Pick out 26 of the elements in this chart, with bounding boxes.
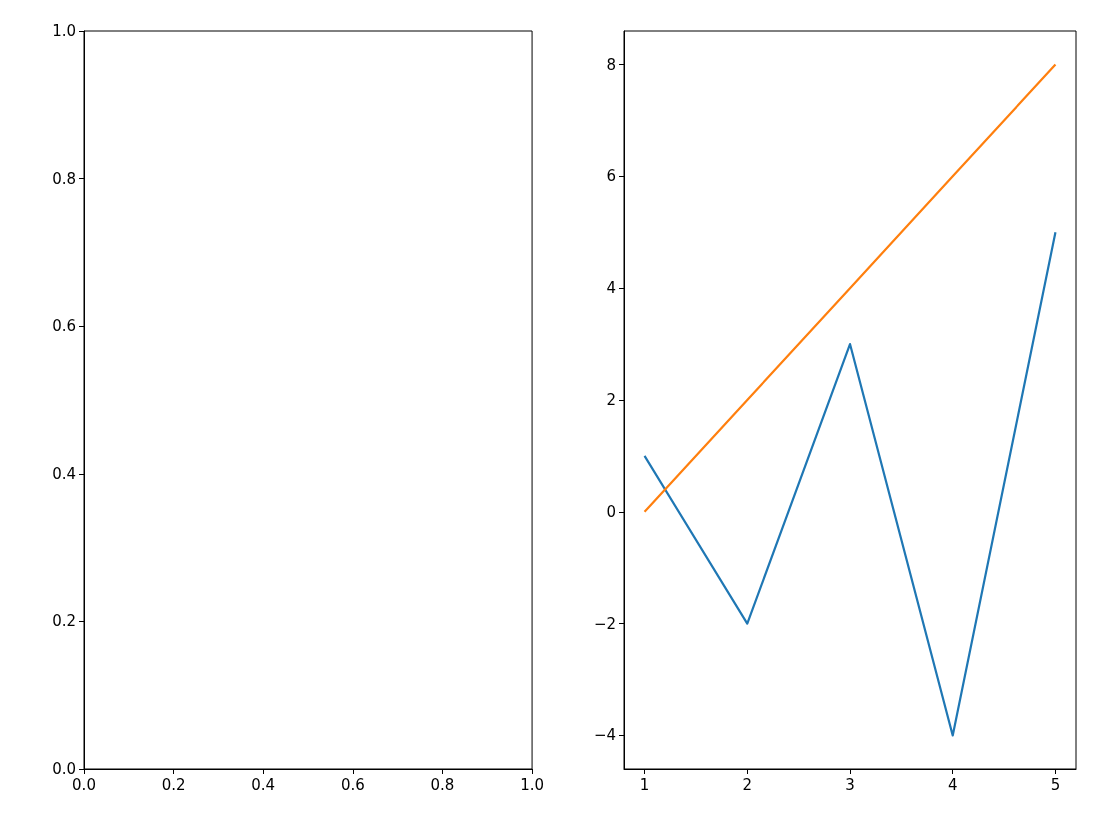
line-series [643,231,1057,737]
x-tick-label: 1.0 [520,775,544,794]
x-tick-label: 0.6 [340,775,365,794]
y-tick-label: 0.8 [52,169,76,188]
x-tick-label: 3 [845,775,855,794]
x-tick-label: 2 [742,775,753,794]
x-tick-label: 0.8 [430,775,455,794]
y-tick-label: 0.4 [52,464,76,483]
y-tick-label: 4 [606,279,616,298]
y-tick-label: 8 [606,55,616,74]
x-tick-label: 0.0 [72,775,96,794]
y-tick-label: 2 [606,391,616,409]
x-tick-label: 5 [1050,775,1061,794]
y-tick-label: −2 [593,614,616,633]
x-tick-label: 0.2 [161,775,186,794]
x-tick-label: 1 [639,775,650,794]
x-tick-label: 4 [947,775,958,794]
y-tick-label: −4 [593,726,616,745]
y-tick-label: 0.0 [52,760,76,778]
x-tick-label: 0.4 [251,775,276,794]
y-tick-label: 0.2 [52,612,76,631]
y-tick-label: 6 [606,167,616,186]
y-tick-label: 0 [606,502,616,521]
line-series [643,63,1057,513]
y-tick-label: 0.6 [52,317,76,336]
y-tick-label: 1.0 [52,22,76,40]
